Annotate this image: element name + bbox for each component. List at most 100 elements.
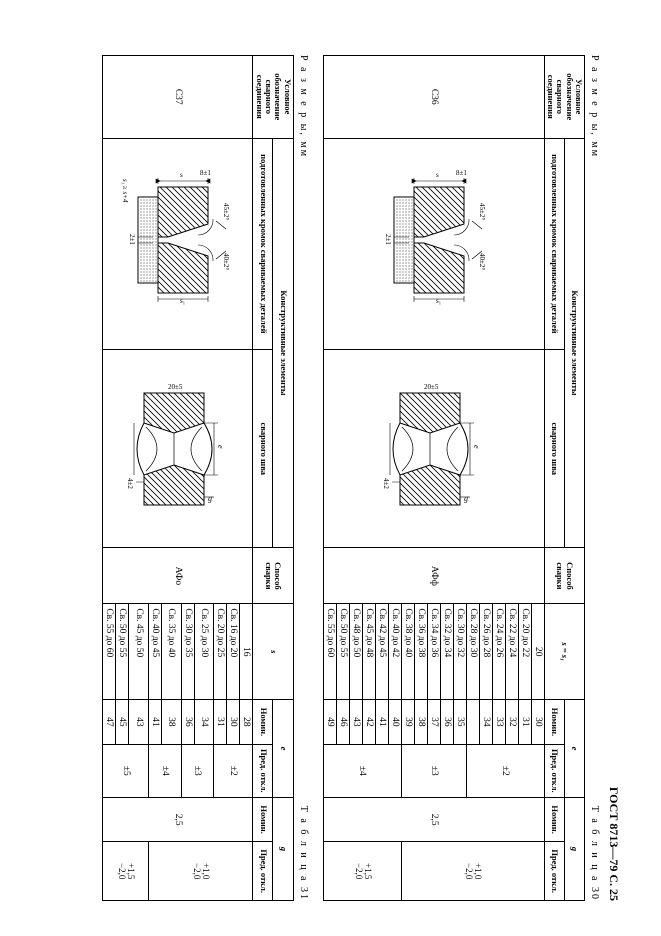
svg-text:e: e <box>216 445 225 449</box>
svg-text:45±2°: 45±2° <box>222 203 230 220</box>
cell-e-otkl: ±4 <box>323 744 401 797</box>
cell-g-nomin: 2,5 <box>103 797 253 841</box>
svg-text:4±2: 4±2 <box>382 478 390 489</box>
cell-s: Св. 36 до 38 <box>414 604 427 700</box>
cell-s: Св. 22 до 24 <box>505 604 518 700</box>
cell-e-otkl: ±5 <box>103 744 149 797</box>
cell-s: Св. 25 до 30 <box>194 604 214 700</box>
svg-text:g: g <box>464 494 468 503</box>
hdr-code: Условное обозначение сварного соединения <box>544 56 584 139</box>
cell-s: Св. 45 до 48 <box>362 604 375 700</box>
table-label: Т а б л и ц а 30 <box>589 806 600 901</box>
cell-e: 42 <box>362 700 375 744</box>
hdr-s: s = s₁ <box>544 604 584 700</box>
cell-e <box>466 700 479 744</box>
cell-e: 31 <box>214 700 227 744</box>
table-label: Т а б л и ц а 31 <box>298 806 309 901</box>
cell-g-otkl: +1,5−2,0 <box>103 842 149 901</box>
cell-e: 43 <box>129 700 149 744</box>
cell-e: 35 <box>453 700 466 744</box>
hdr-seam: сварного шва <box>253 350 273 548</box>
cell-e: 37 <box>427 700 440 744</box>
hdr-code: Условное обозначение сварного соединения <box>253 56 293 139</box>
dims-label: Р а з м е р ы, мм <box>298 55 309 158</box>
cell-e-otkl: ±4 <box>148 744 181 797</box>
cell-s: Св. 40 до 45 <box>148 604 161 700</box>
cell-s: Св. 30 до 32 <box>453 604 466 700</box>
cell-method: АФо <box>103 548 253 604</box>
cell-e: 36 <box>181 700 194 744</box>
hdr-construct: Конструктивные элементы <box>564 138 584 548</box>
cell-g-otkl: +1,0−2,0 <box>401 842 544 901</box>
svg-text:s: s <box>436 171 439 179</box>
cell-e-otkl: ±3 <box>181 744 214 797</box>
cell-e: 32 <box>505 700 518 744</box>
cell-e-otkl: ±2 <box>214 744 253 797</box>
page-container: ГОСТ 8713—79 С. 25 Р а з м е р ы, мм Т а… <box>0 0 661 936</box>
hdr-otkl-g: Пред. откл. <box>253 842 273 901</box>
hdr-nomin-e: Номин. <box>544 700 564 744</box>
cell-e: 33 <box>492 700 505 744</box>
cell-diagram-seam: e g 4±2 20±5 <box>103 350 253 548</box>
cell-diagram-prep: 45±2° 40±2° s s₁ 8±1 2±1 s₁ ≥ s+4 <box>103 138 253 350</box>
hdr-g: g <box>564 797 584 900</box>
svg-text:8±1: 8±1 <box>200 169 211 177</box>
hdr-construct: Конструктивные элементы <box>273 138 293 548</box>
svg-text:s: s <box>180 171 183 179</box>
svg-text:e: e <box>472 445 481 449</box>
cell-e: 30 <box>227 700 240 744</box>
hdr-method: Способ сварки <box>253 548 293 604</box>
weld-table-С37: Условное обозначение сварного соединения… <box>102 55 293 901</box>
cell-e: 40 <box>388 700 401 744</box>
cell-s: Св. 26 до 28 <box>479 604 492 700</box>
hdr-s: s <box>253 604 293 700</box>
cell-s: Св. 28 до 30 <box>466 604 479 700</box>
svg-text:g: g <box>208 494 212 503</box>
cell-s: Св. 38 до 40 <box>401 604 414 700</box>
cell-e: 34 <box>194 700 214 744</box>
cell-e: 41 <box>375 700 388 744</box>
cell-e-otkl: ±3 <box>401 744 466 797</box>
hdr-e: e <box>564 700 584 798</box>
cell-s: Св. 16 до 20 <box>227 604 240 700</box>
svg-text:20±5: 20±5 <box>424 383 439 391</box>
weld-table-С36: Условное обозначение сварного соединения… <box>323 55 585 901</box>
hdr-g: g <box>273 797 293 900</box>
cell-method: АФф <box>323 548 544 604</box>
hdr-prep: подготовленных кромок свариваемых детале… <box>253 138 273 350</box>
dims-label: Р а з м е р ы, мм <box>589 55 600 158</box>
svg-text:s₁: s₁ <box>436 297 441 305</box>
cell-e: 46 <box>336 700 349 744</box>
cell-s: Св. 55 до 60 <box>103 604 116 700</box>
cell-s: Св. 35 до 40 <box>161 604 181 700</box>
cell-s: 16 <box>240 604 253 700</box>
cell-e: 34 <box>479 700 492 744</box>
cell-diagram-seam: e g 4±2 20±5 <box>323 350 544 548</box>
svg-text:4±2: 4±2 <box>126 478 134 489</box>
svg-text:20±5: 20±5 <box>168 383 183 391</box>
cell-s: Св. 50 до 55 <box>116 604 129 700</box>
document-header: ГОСТ 8713—79 С. 25 <box>606 55 621 901</box>
cell-s: Св. 32 до 34 <box>440 604 453 700</box>
cell-e: 31 <box>518 700 531 744</box>
tables-root: Р а з м е р ы, мм Т а б л и ц а 30 Услов… <box>102 55 600 901</box>
hdr-nomin-g: Номин. <box>544 797 564 841</box>
cell-s: Св. 42 до 45 <box>375 604 388 700</box>
cell-e: 36 <box>440 700 453 744</box>
hdr-method: Способ сварки <box>544 548 584 604</box>
cell-s: Св. 40 до 42 <box>388 604 401 700</box>
cell-e: 39 <box>401 700 414 744</box>
cell-e: 49 <box>323 700 336 744</box>
cell-diagram-prep: 45±2° 40±2° s s₁ 8±1 2±1 <box>323 138 544 350</box>
cell-e: 28 <box>240 700 253 744</box>
svg-text:2±1: 2±1 <box>384 234 392 245</box>
hdr-otkl-g: Пред. откл. <box>544 842 564 901</box>
dims-row: Р а з м е р ы, мм Т а б л и ц а 30 <box>589 55 600 901</box>
cell-code: С36 <box>323 56 544 139</box>
cell-e-otkl: ±2 <box>466 744 544 797</box>
svg-text:2±1: 2±1 <box>128 234 136 245</box>
dims-row: Р а з м е р ы, мм Т а б л и ц а 31 <box>298 55 309 901</box>
cell-code: С37 <box>103 56 253 139</box>
cell-e: 38 <box>161 700 181 744</box>
cell-s: Св. 48 до 50 <box>349 604 362 700</box>
